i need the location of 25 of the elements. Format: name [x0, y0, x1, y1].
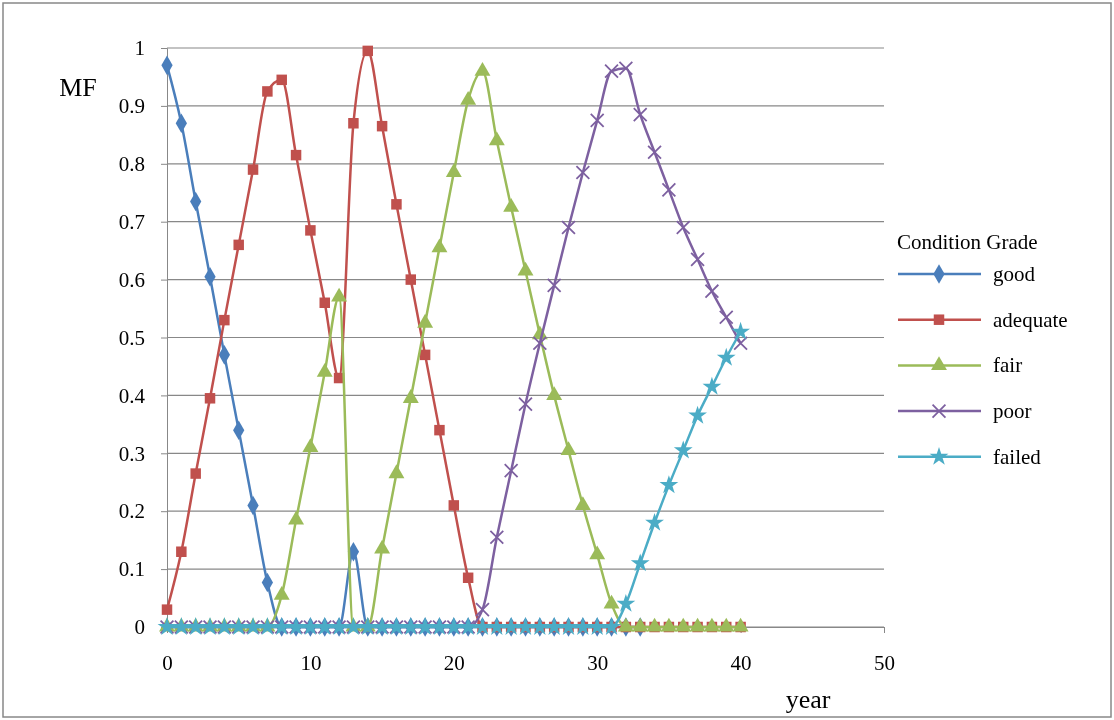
x-tick-label: 10	[300, 650, 322, 675]
y-tick-label: 0.7	[118, 209, 145, 234]
legend-label: poor	[993, 399, 1032, 424]
x-tick-label: 0	[162, 650, 173, 675]
legend-label: good	[993, 262, 1036, 286]
y-tick-label: 0.9	[118, 94, 145, 119]
y-tick-label: 0.5	[118, 325, 145, 350]
legend-label: failed	[993, 444, 1042, 469]
y-axis-title: MF	[59, 73, 97, 102]
x-tick-label: 50	[874, 650, 895, 675]
y-tick-label: 0.3	[118, 441, 145, 466]
x-tick-label: 30	[587, 650, 609, 675]
legend-label: adequate	[993, 307, 1068, 332]
y-tick-label: 0.2	[118, 499, 145, 524]
y-tick-label: 1	[134, 36, 145, 61]
y-tick-label: 0.8	[118, 152, 145, 177]
y-tick-label: 0.4	[118, 383, 146, 408]
y-tick-label: 0	[134, 615, 145, 640]
x-tick-label: 20	[443, 650, 465, 675]
y-tick-label: 0.6	[118, 267, 145, 292]
x-axis-title: year	[785, 685, 831, 714]
legend-title: Condition Grade	[897, 230, 1038, 254]
legend-label: fair	[993, 353, 1023, 378]
x-tick-label: 40	[730, 650, 752, 675]
y-tick-label: 0.1	[118, 557, 145, 582]
